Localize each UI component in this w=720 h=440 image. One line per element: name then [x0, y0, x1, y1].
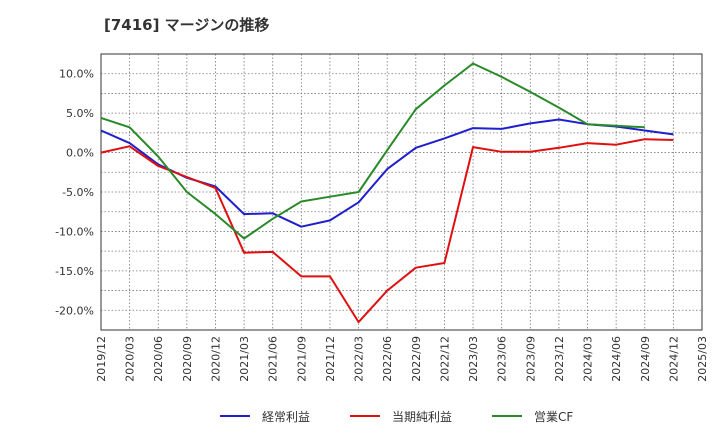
grid: [101, 54, 702, 330]
y-tick-label: 5.0%: [66, 107, 94, 120]
x-tick-label: 2022/09: [410, 336, 423, 382]
x-tick-label: 2022/06: [381, 336, 394, 382]
series-lines: [100, 62, 674, 324]
x-tick-label: 2021/12: [324, 336, 337, 382]
x-tick-label: 2021/06: [267, 336, 280, 382]
series-line-当期純利益: [100, 138, 674, 324]
y-tick-label: -5.0%: [62, 186, 94, 199]
legend-label: 経常利益: [262, 410, 310, 424]
chart-title: [7416] マージンの推移: [104, 16, 270, 34]
x-tick-label: 2019/12: [95, 336, 108, 382]
x-tick-label: 2024/06: [610, 336, 623, 382]
x-tick-label: 2020/03: [124, 336, 137, 382]
legend: 経常利益 当期純利益 営業CF: [220, 410, 573, 424]
plot-area-border: [100, 53, 703, 331]
y-tick-label: 0.0%: [66, 147, 94, 160]
x-tick-label: 2024/12: [667, 336, 680, 382]
x-tick-label: 2020/12: [209, 336, 222, 382]
x-tick-label: 2021/03: [238, 336, 251, 382]
x-tick-label: 2025/03: [696, 336, 709, 382]
series-line-営業CF: [100, 62, 645, 240]
y-tick-label: -15.0%: [55, 265, 94, 278]
x-tick-label: 2023/09: [524, 336, 537, 382]
legend-label: 当期純利益: [392, 410, 452, 424]
x-tick-label: 2022/03: [353, 336, 366, 382]
x-tick-label: 2022/12: [438, 336, 451, 382]
x-tick-label: 2023/03: [467, 336, 480, 382]
x-tick-label: 2024/03: [582, 336, 595, 382]
x-tick-label: 2023/12: [553, 336, 566, 382]
y-tick-label: -10.0%: [55, 225, 94, 238]
y-axis-ticks: 10.0% 5.0% 0.0% -5.0% -10.0% -15.0% -20.0%: [55, 68, 94, 318]
x-tick-label: 2020/06: [152, 336, 165, 382]
x-tick-label: 2024/09: [639, 336, 652, 382]
y-tick-label: -20.0%: [55, 304, 94, 317]
x-tick-label: 2021/09: [295, 336, 308, 382]
x-axis-ticks: 2019/12 2020/03 2020/06 2020/09 2020/12 2021/…: [95, 336, 709, 382]
legend-label: 営業CF: [534, 410, 573, 424]
x-tick-label: 2020/09: [181, 336, 194, 382]
x-tick-label: 2023/06: [496, 336, 509, 382]
y-tick-label: 10.0%: [59, 68, 94, 81]
